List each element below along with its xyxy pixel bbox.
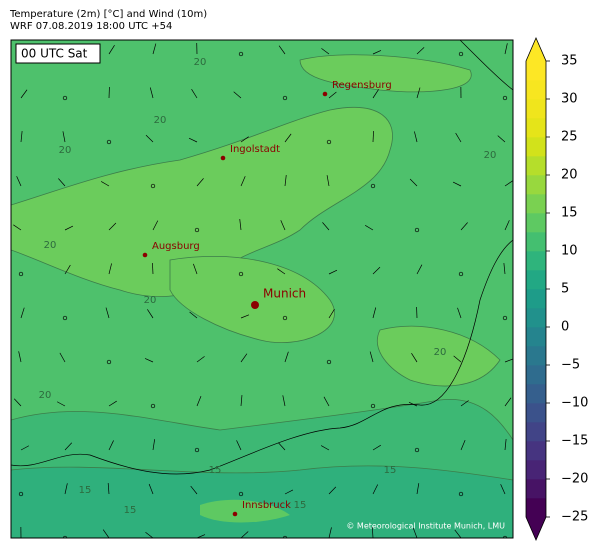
colorbar-tick-label: −10 [561,396,588,411]
title: Temperature (2m) [°C] and Wind (10m) [9,9,207,20]
colorbar-segment [526,251,546,270]
city-marker [323,92,328,97]
colorbar-tick-label: 20 [561,168,578,183]
colorbar: 35 30 25 20 15 10 5 0 −5 −10 −15 −20 −25 [526,38,588,540]
colorbar-segment [526,270,546,289]
colorbar-segment [526,175,546,194]
colorbar-segment [526,137,546,156]
colorbar-tick-label: 0 [561,320,569,335]
city-marker [251,301,259,309]
colorbar-segment [526,80,546,99]
contour-label: 20 [59,145,72,156]
colorbar-tick-label: −20 [561,472,588,487]
contour-label: 15 [209,465,222,476]
subtitle: WRF 07.08.2019 18:00 UTC +54 [10,21,172,32]
city-label: Augsburg [152,241,200,252]
colorbar-tick-label: −5 [561,358,580,373]
colorbar-segment [526,441,546,460]
colorbar-segment [526,156,546,175]
city-label: Munich [263,287,306,301]
colorbar-tick-label: 25 [561,130,578,145]
colorbar-segment [526,479,546,498]
colorbar-segment [526,61,546,80]
colorbar-segment [526,422,546,441]
contour-label: 20 [39,390,52,401]
colorbar-tick-label: 10 [561,244,578,259]
contour-label: 15 [294,500,307,511]
credit: © Meteorological Institute Munich, LMU [346,522,505,531]
time-label: 00 UTC Sat [21,47,88,61]
colorbar-tick-label: 5 [561,282,569,297]
contour-label: 15 [124,505,137,516]
colorbar-segment [526,403,546,422]
colorbar-tick-label: 15 [561,206,578,221]
colorbar-tick-label: −25 [561,510,588,525]
colorbar-segment [526,289,546,308]
contour-label: 15 [384,465,397,476]
contour-label: 20 [194,57,207,68]
colorbar-segment [526,346,546,365]
colorbar-segment [526,327,546,346]
colorbar-segment [526,232,546,251]
colorbar-tick-label: 30 [561,92,578,107]
colorbar-segment [526,213,546,232]
city-label: Ingolstadt [230,144,280,155]
contour-label: 20 [434,347,447,358]
colorbar-extend-over [526,38,546,61]
city-label: Regensburg [332,80,392,91]
colorbar-segment [526,365,546,384]
colorbar-tick-label: −15 [561,434,588,449]
map-area: 20 20 20 20 20 20 20 20 15 15 15 15 15 Regensburg Ing… [11,40,513,540]
colorbar-segment [526,308,546,327]
colorbar-segment [526,194,546,213]
colorbar-segment [526,99,546,118]
colorbar-segment [526,498,546,517]
contour-label: 20 [144,295,157,306]
city-marker [233,512,238,517]
colorbar-extend-under [526,517,546,540]
colorbar-segment [526,460,546,479]
contour-label: 15 [79,485,92,496]
city-marker [143,253,148,258]
city-label: Innsbruck [242,500,291,511]
contour-label: 20 [484,150,497,161]
contour-label: 20 [44,240,57,251]
colorbar-segment [526,118,546,137]
contour-label: 20 [154,115,167,126]
colorbar-tick-label: 35 [561,54,578,69]
city-marker [221,156,226,161]
colorbar-segment [526,384,546,403]
